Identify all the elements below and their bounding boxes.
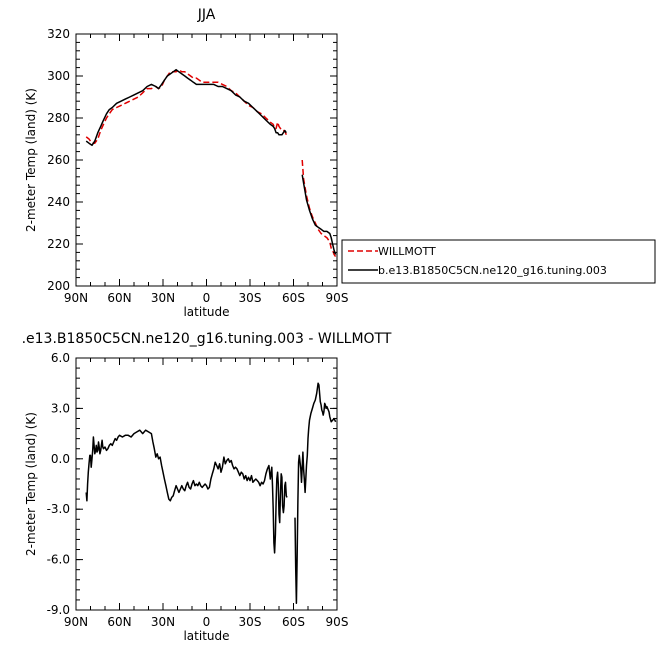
x-tick-label: 90N bbox=[64, 615, 88, 629]
chart-panel-2: .e13.B1850C5CN.ne120_g16.tuning.003 - WI… bbox=[22, 331, 392, 643]
x-tick-label: 30S bbox=[239, 291, 262, 305]
chart-panel-1: JJA 90N 60N 30N 0 30S 60S 90S 200 220 240 260 280 300… bbox=[24, 7, 656, 319]
x-tick-label: 0 bbox=[203, 291, 211, 305]
x-tick-label: 0 bbox=[203, 615, 211, 629]
legend: WILLMOTT b.e13.B1850C5CN.ne120_g16.tuning… bbox=[341, 239, 656, 284]
x-axis-label: latitude bbox=[183, 629, 229, 643]
x-tick-label: 90N bbox=[64, 291, 88, 305]
y-tick-label: 260 bbox=[47, 153, 70, 167]
x-tick-label: 30N bbox=[151, 615, 175, 629]
series-line-b-e13-b1850c5cn-ne120-g16-tuning-003-seg2 bbox=[301, 174, 337, 255]
y-tick-label: -6.0 bbox=[47, 553, 70, 567]
x-tick-label: 30S bbox=[239, 615, 262, 629]
series-line-difference-seg1 bbox=[85, 429, 288, 554]
y-tick-label: 220 bbox=[47, 237, 70, 251]
y-tick-label: 0.0 bbox=[51, 452, 70, 466]
x-tick-label: 30N bbox=[151, 291, 175, 305]
y-axis-label: 2-meter Temp (land) (K) bbox=[24, 412, 38, 556]
plot-lines bbox=[85, 68, 337, 258]
x-tick-label: 60S bbox=[282, 291, 305, 305]
y-tick-label: 240 bbox=[47, 195, 70, 209]
y-tick-label: 200 bbox=[47, 279, 70, 293]
x-axis-label: latitude bbox=[183, 305, 229, 319]
y-tick-label: 3.0 bbox=[51, 401, 70, 415]
legend-label: WILLMOTT bbox=[378, 245, 436, 258]
y-tick-label: 6.0 bbox=[51, 351, 70, 365]
y-tick-label: 300 bbox=[47, 69, 70, 83]
series-line-willmott-seg2 bbox=[301, 159, 337, 258]
y-tick-label: -9.0 bbox=[47, 603, 70, 617]
x-tick-label: 60N bbox=[107, 291, 131, 305]
y-tick-label: 280 bbox=[47, 111, 70, 125]
x-tick-label: 60S bbox=[282, 615, 305, 629]
plot-frame bbox=[75, 33, 338, 287]
y-axis-label: 2-meter Temp (land) (K) bbox=[24, 88, 38, 232]
chart-title: .e13.B1850C5CN.ne120_g16.tuning.003 - WI… bbox=[22, 331, 392, 347]
x-tick-label: 90S bbox=[326, 291, 349, 305]
chart-title: JJA bbox=[197, 7, 216, 23]
x-tick-label: 90S bbox=[326, 615, 349, 629]
plot-lines bbox=[85, 382, 337, 605]
x-tick-label: 60N bbox=[107, 615, 131, 629]
series-line-b-e13-b1850c5cn-ne120-g16-tuning-003-seg1 bbox=[85, 68, 287, 147]
y-tick-label: -3.0 bbox=[47, 502, 70, 516]
y-tick-label: 320 bbox=[47, 27, 70, 41]
series-line-willmott-seg1 bbox=[85, 68, 288, 144]
legend-box bbox=[341, 239, 656, 284]
legend-label: b.e13.B1850C5CN.ne120_g16.tuning.003 bbox=[378, 264, 607, 277]
series-line-difference-seg2 bbox=[294, 382, 337, 605]
